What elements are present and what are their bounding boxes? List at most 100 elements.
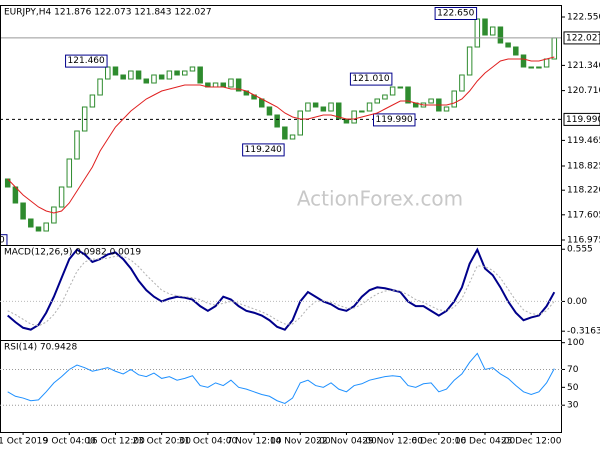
- candle: [305, 102, 311, 112]
- x-tick-label: 1 Oct 2019: [0, 437, 48, 447]
- candle: [158, 74, 165, 80]
- series-line: [7, 352, 555, 404]
- candle: [274, 114, 280, 128]
- candle: [528, 66, 534, 69]
- annotation-label: 121.010: [352, 74, 389, 84]
- annotation-label: 119.990: [376, 115, 413, 125]
- candle: [20, 202, 26, 220]
- candle: [120, 74, 126, 80]
- candle: [58, 186, 65, 208]
- annotation-box: [349, 72, 393, 86]
- candle: [451, 90, 457, 108]
- candle: [51, 206, 57, 224]
- x-tick-label: 23 Dec 12:00: [501, 437, 562, 447]
- candle: [266, 106, 273, 116]
- plot: 122.650 121.460 121.010 119.990 119.240 116.9…: [0, 7, 562, 246]
- x-tick-label: 22 Nov 04:00: [316, 437, 377, 447]
- candle: [135, 70, 142, 80]
- candle: [397, 86, 404, 89]
- candle: [151, 74, 157, 84]
- candle: [43, 222, 49, 232]
- candle: [551, 37, 558, 60]
- y-tick-label: 120.710: [567, 86, 600, 96]
- candle: [28, 218, 34, 228]
- annotation-box: [434, 7, 478, 20]
- y-tick-label: 118.220: [567, 186, 600, 196]
- series-line: [7, 56, 555, 214]
- candle: [366, 102, 373, 112]
- candle: [513, 46, 519, 56]
- y-tick-label: 50: [567, 383, 579, 393]
- candle: [220, 82, 227, 88]
- annotation-label: 122.650: [437, 9, 474, 19]
- candle: [197, 66, 203, 84]
- y-tick-label: 30: [567, 401, 579, 411]
- candle: [374, 98, 380, 104]
- candle: [112, 66, 119, 76]
- candle: [174, 70, 180, 76]
- y-tick-label: 119.465: [567, 136, 600, 146]
- candle: [89, 94, 96, 108]
- x-tick-label: 9 Oct 04:00: [43, 437, 96, 447]
- candle: [228, 78, 234, 88]
- candle: [328, 102, 334, 112]
- plot: [7, 352, 555, 404]
- candle: [536, 66, 542, 69]
- annotation-label: 121.460: [68, 56, 105, 66]
- y-tick-label: 118.825: [567, 162, 600, 172]
- candle: [428, 98, 434, 104]
- candle: [320, 106, 327, 112]
- x-tick-label: 6 Dec 20:00: [411, 437, 466, 447]
- y-tick-label: -0.3163: [567, 327, 600, 337]
- candle: [35, 226, 42, 232]
- price-box-label: 122.027: [566, 33, 600, 43]
- candle: [74, 130, 80, 160]
- candle: [482, 18, 488, 36]
- x-tick-label: 23 Oct 20:00: [132, 437, 191, 447]
- annotation-label: 116.970: [0, 236, 5, 246]
- price-box: [563, 112, 600, 126]
- x-tick-label: 29 Nov 12:00: [362, 437, 423, 447]
- panel-title: RSI(14) 70.9428: [4, 343, 77, 353]
- candle: [389, 86, 396, 96]
- y-tick-label: 0.00: [567, 297, 587, 307]
- candle: [166, 70, 173, 80]
- x-tick-label: 31 Oct 04:00: [179, 437, 238, 447]
- candle: [405, 86, 411, 104]
- candle: [189, 66, 196, 72]
- panel-title: EURJPY,H4 121.876 122.073 121.843 122.02…: [4, 8, 212, 18]
- series-line: [7, 255, 555, 327]
- candle: [489, 26, 496, 36]
- candle: [128, 70, 134, 80]
- panel-title: MACD(12,26,9) 0.0982 0.0019: [4, 248, 141, 258]
- candle: [297, 110, 303, 136]
- price-box-label: 119.990: [566, 115, 600, 125]
- x-tick-label: 16 Dec 04:00: [455, 437, 516, 447]
- y-tick-label: 116.975: [567, 236, 600, 246]
- candle: [182, 70, 188, 76]
- series-line: [7, 247, 556, 331]
- candle: [474, 18, 481, 48]
- watermark: ActionForex.com: [297, 187, 463, 211]
- candle: [466, 46, 473, 76]
- annotation-label: 119.240: [245, 145, 282, 155]
- candle: [382, 94, 388, 100]
- y-tick-label: 100: [567, 338, 584, 348]
- y-tick-label: 0.555: [567, 245, 593, 255]
- x-tick-label: 16 Oct 12:00: [86, 437, 145, 447]
- panel-frame: [0, 245, 562, 341]
- annotation-box: [65, 54, 108, 68]
- candle: [443, 106, 450, 112]
- candle: [66, 158, 73, 188]
- plot: [7, 247, 556, 331]
- y-tick-label: 122.550: [567, 13, 600, 23]
- candle: [505, 42, 511, 48]
- candle: [520, 54, 527, 68]
- candle: [105, 66, 111, 80]
- candle: [312, 102, 319, 108]
- candle: [143, 78, 150, 84]
- candle: [459, 74, 465, 92]
- annotation-box: [373, 113, 416, 127]
- panel-frame: [0, 340, 562, 433]
